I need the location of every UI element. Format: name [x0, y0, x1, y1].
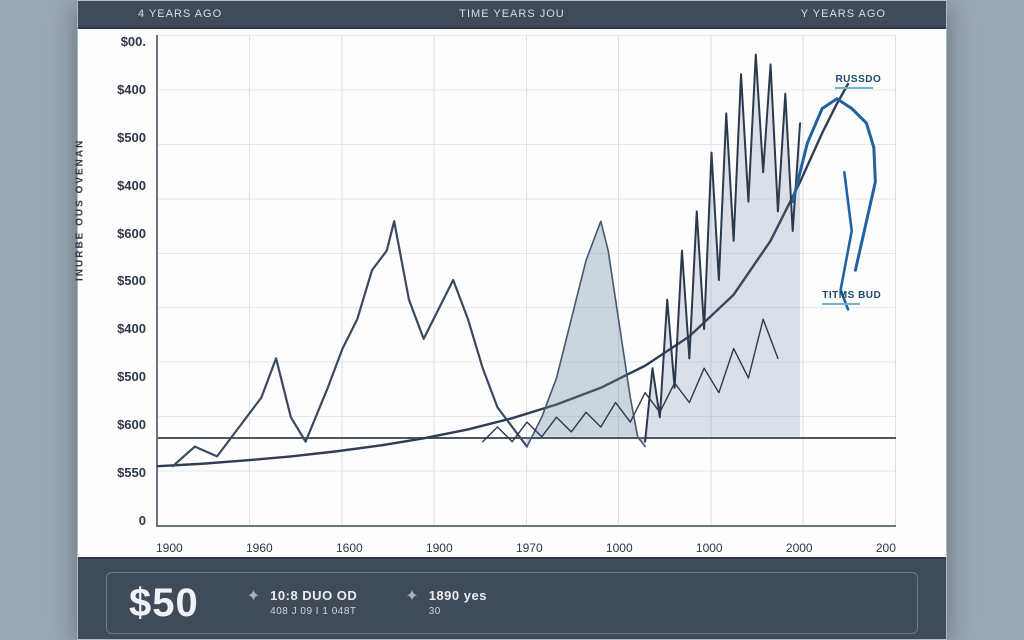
- y-tick-label: $00.: [121, 35, 146, 48]
- footer-big-stat: $50: [129, 581, 199, 626]
- x-tick-label: 2000: [786, 541, 813, 555]
- footer-block2-line2: 30: [429, 605, 487, 618]
- x-tick-label: 200: [876, 541, 896, 555]
- chart-annotation: TITMS BUD: [822, 290, 881, 305]
- x-tick-label: 1960: [246, 541, 273, 555]
- footer-inner: $50 ✦ 10:8 DUO OD 408 J 09 I 1 048T ✦ 18…: [106, 572, 918, 634]
- y-tick-label: $400: [117, 179, 146, 192]
- plot-area: RUSSDO TITMS BUD: [156, 35, 896, 527]
- series-smooth-top: [793, 99, 876, 271]
- series-volatile-upper: [173, 221, 527, 466]
- y-tick-label: $500: [117, 274, 146, 287]
- arrow-left-icon: ✦: [247, 589, 260, 605]
- y-tick-label: $400: [117, 322, 146, 335]
- y-tick-label: $500: [117, 370, 146, 383]
- x-tick-label: 1900: [426, 541, 453, 555]
- x-tick-label: 1000: [606, 541, 633, 555]
- y-tick-label: $500: [117, 131, 146, 144]
- plot-svg: [158, 35, 896, 525]
- header-left: 4 YEARS AGO: [138, 8, 387, 20]
- chart-zone: INURBE OUS OVENAN $00.$400$500$400$600$5…: [78, 29, 946, 533]
- x-tick-label: 1970: [516, 541, 543, 555]
- y-tick-label: 0: [139, 514, 146, 527]
- x-axis-labels: 1900 1960 1600 1900 1970 1000 1000 2000 200: [156, 537, 896, 559]
- footer-block-1: ✦ 10:8 DUO OD 408 J 09 I 1 048T: [247, 588, 358, 618]
- x-tick-label: 1000: [696, 541, 723, 555]
- y-tick-label: $550: [117, 466, 146, 479]
- y-tick-label: $400: [117, 83, 146, 96]
- y-axis-labels: $00. $400 $500 $400 $600 $500 $400 $500 $600 $550…: [78, 35, 152, 527]
- chart-annotation: RUSSDO: [835, 74, 881, 89]
- x-axis-row: 1900 1960 1600 1900 1970 1000 1000 2000 200: [156, 533, 896, 557]
- arrow-right-icon: ✦: [405, 589, 418, 605]
- x-tick-label: 1900: [156, 541, 183, 555]
- footer-strip: $50 ✦ 10:8 DUO OD 408 J 09 I 1 048T ✦ 18…: [78, 557, 946, 639]
- header-strip: 4 YEARS AGO TIME YEARS JOU Y YEARS AGO: [78, 1, 946, 29]
- y-tick-label: $600: [117, 418, 146, 431]
- header-center: TIME YEARS JOU: [387, 8, 636, 20]
- footer-block-2: ✦ 1890 yes 30: [405, 588, 487, 618]
- poster-card: 4 YEARS AGO TIME YEARS JOU Y YEARS AGO I…: [77, 0, 947, 640]
- footer-block2-line1: 1890 yes: [429, 588, 487, 605]
- y-tick-label: $600: [117, 227, 146, 240]
- footer-block1-line2: 408 J 09 I 1 048T: [270, 605, 357, 618]
- header-right: Y YEARS AGO: [637, 8, 886, 20]
- footer-block1-line1: 10:8 DUO OD: [270, 588, 357, 605]
- x-tick-label: 1600: [336, 541, 363, 555]
